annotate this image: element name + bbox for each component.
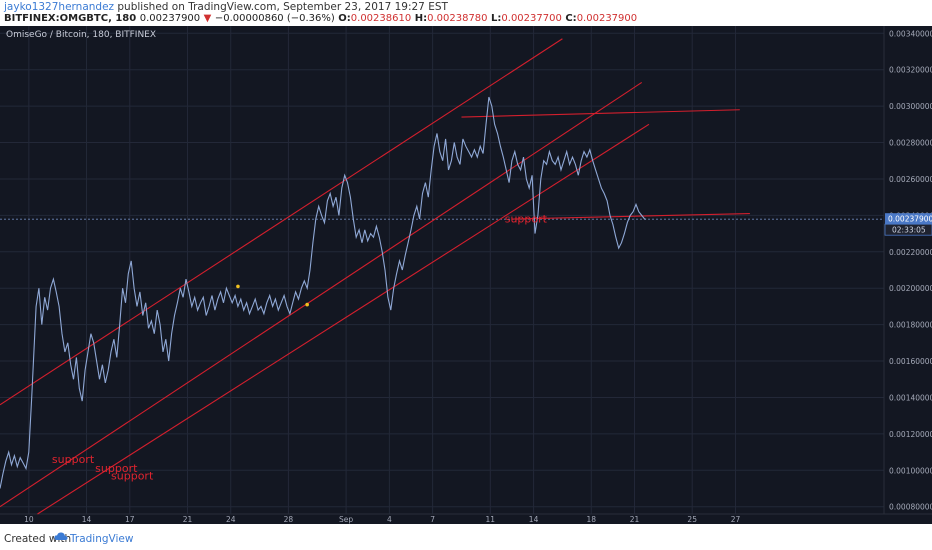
high-label: H:: [414, 13, 428, 24]
price-value: 0.00237900: [139, 13, 201, 24]
x-tick-label: 28: [284, 515, 294, 524]
countdown-tag: 02:33:05: [892, 226, 926, 235]
tradingview-cloud-icon: [54, 532, 68, 540]
price-chart[interactable]: 0.00340000 0.00320000 0.00300000 0.00280000…: [0, 26, 932, 524]
x-tick-label: 24: [226, 515, 236, 524]
y-tick-label: 0.00280000: [889, 139, 932, 148]
y-tick-label: 0.00160000: [889, 357, 932, 366]
x-tick-label: 11: [486, 515, 496, 524]
x-tick-label: 25: [687, 515, 697, 524]
change-value: −0.00000860 (−0.36%): [214, 13, 335, 24]
close-label: C:: [565, 13, 577, 24]
x-tick-label: 4: [387, 515, 392, 524]
x-tick-label: 17: [125, 515, 135, 524]
countdown-tag-bg: [884, 223, 932, 236]
footer: Created with TradingView: [0, 526, 932, 550]
support-annotation: support: [505, 213, 548, 226]
tradingview-link[interactable]: TradingView: [70, 533, 134, 545]
y-tick-label: 0.00320000: [889, 66, 932, 75]
chart-background: [0, 26, 932, 524]
y-tick-label: 0.00300000: [889, 102, 932, 111]
author-link[interactable]: jayko1327hernandez: [4, 1, 115, 13]
low-value: 0.00237700: [501, 13, 562, 24]
publish-info: jayko1327hernandez published on TradingV…: [4, 1, 448, 13]
y-tick-label: 0.00120000: [889, 430, 932, 439]
y-tick-label: 0.00080000: [889, 503, 932, 512]
signal-marker: [305, 302, 309, 307]
x-tick-label: 21: [183, 515, 193, 524]
created-with-text: Created with: [4, 533, 72, 545]
x-tick-label: 27: [731, 515, 741, 524]
close-value: 0.00237900: [576, 13, 638, 24]
x-tick-label: Sep: [339, 515, 353, 524]
low-label: L:: [491, 13, 502, 24]
y-tick-label: 0.00340000: [889, 29, 932, 38]
price-series: [0, 96, 647, 489]
x-tick-label: 10: [24, 515, 34, 524]
trend-line: [461, 109, 740, 118]
y-tick-label: 0.00260000: [889, 175, 932, 184]
trend-line: [0, 81, 643, 508]
signal-marker: [236, 284, 240, 289]
x-tick-label: 14: [529, 515, 539, 524]
symbol-label: BITFINEX:OMGBTC, 180: [4, 13, 137, 24]
x-tick-label: 21: [630, 515, 640, 524]
open-label: O:: [338, 13, 351, 24]
y-tick-label: 0.00180000: [889, 321, 932, 330]
markers: [236, 284, 309, 307]
price-line: [0, 96, 647, 489]
x-tick-label: 7: [430, 515, 435, 524]
trend-line: [511, 213, 750, 220]
grid: [0, 26, 884, 514]
open-value: 0.00238610: [350, 13, 412, 24]
last-price-tag-bg: [885, 213, 932, 225]
price-labels: 0.00237900 02:33:05: [884, 213, 932, 236]
down-arrow-icon: ▼: [203, 13, 212, 24]
support-annotation: support: [111, 469, 154, 482]
x-axis: 10 14 17 21 24 28 Sep 4 7 11 14 18 21 25 27: [0, 513, 932, 524]
chart-header: jayko1327hernandez published on TradingV…: [0, 0, 932, 24]
support-annotation: support: [95, 462, 138, 475]
ohlc-bar: BITFINEX:OMGBTC, 180 0.00237900 ▼ −0.000…: [4, 13, 637, 24]
x-tick-label: 18: [586, 515, 596, 524]
y-tick-label: 0.00220000: [889, 248, 932, 257]
y-tick-label: 0.00200000: [889, 284, 932, 293]
publish-text: published on TradingView.com, September …: [117, 1, 448, 13]
chart-title: OmiseGo / Bitcoin, 180, BITFINEX: [6, 30, 156, 40]
trend-line: [37, 123, 650, 515]
support-annotation: support: [52, 453, 95, 466]
x-tick-label: 14: [82, 515, 92, 524]
high-value: 0.00238780: [427, 13, 488, 24]
y-tick-label: 0.00140000: [889, 393, 932, 402]
last-price-tag: 0.00237900: [888, 215, 932, 224]
y-tick-label: 0.00100000: [889, 466, 932, 475]
y-axis: 0.00340000 0.00320000 0.00300000 0.00280000…: [883, 26, 932, 514]
